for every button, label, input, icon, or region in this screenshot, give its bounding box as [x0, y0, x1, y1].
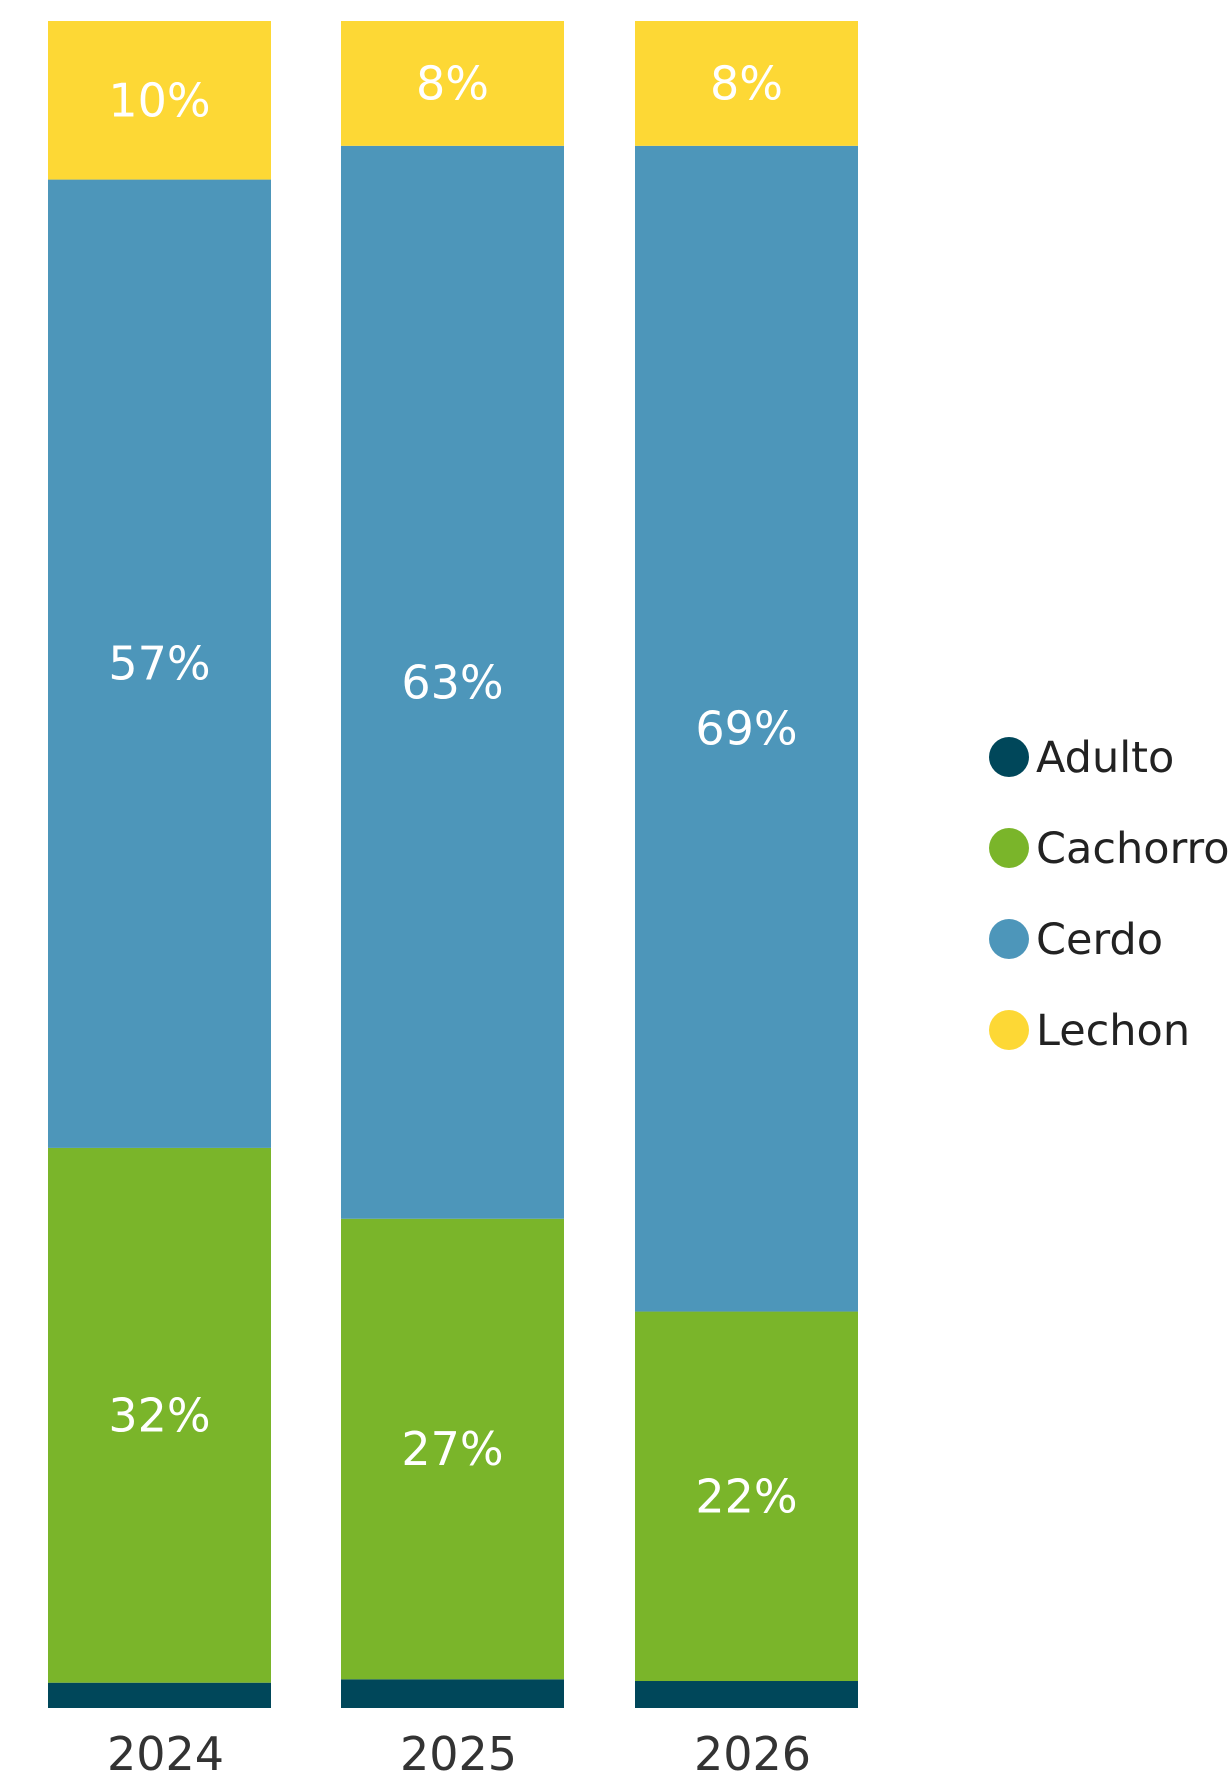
- bar-segment-adulto-2024: [48, 1682, 271, 1708]
- data-label-cerdo-2026: 69%: [695, 702, 797, 756]
- data-label-cachorro-2024: 32%: [108, 1388, 210, 1442]
- legend-marker-lechon: [989, 1010, 1029, 1050]
- legend-label-cachorro: Cachorro: [1036, 824, 1229, 874]
- bar-segment-cachorro-2025: [341, 1218, 564, 1680]
- bar-segment-lechon-2025: [341, 21, 564, 146]
- bar-segment-adulto-2025: [341, 1679, 564, 1708]
- data-label-lechon-2024: 10%: [108, 73, 210, 127]
- data-label-cerdo-2025: 63%: [401, 655, 503, 709]
- x-tick-label-2025: 2025: [400, 1727, 517, 1775]
- x-axis-ticks: 2024 2025 2026: [107, 1727, 811, 1775]
- bar-segment-cerdo-2025: [341, 145, 564, 1219]
- data-label-cachorro-2025: 27%: [401, 1422, 503, 1476]
- bars-group: 32% 57% 10% 27% 63% 8% 22% 69% 8%: [48, 21, 858, 1708]
- bar-segment-cerdo-2024: [48, 179, 271, 1148]
- legend-marker-cachorro: [989, 828, 1029, 868]
- data-label-cachorro-2026: 22%: [695, 1469, 797, 1523]
- legend: Adulto Cachorro Cerdo Lechon: [989, 733, 1229, 1056]
- legend-marker-adulto: [989, 737, 1029, 777]
- data-label-cerdo-2024: 57%: [108, 637, 210, 691]
- data-label-lechon-2025: 8%: [416, 56, 489, 110]
- bar-segment-cerdo-2026: [635, 145, 858, 1312]
- bar-segment-lechon-2026: [635, 21, 858, 146]
- legend-label-cerdo: Cerdo: [1036, 915, 1163, 965]
- bar-segment-cachorro-2024: [48, 1147, 271, 1683]
- bar-segment-lechon-2024: [48, 21, 271, 180]
- bar-segment-cachorro-2026: [635, 1311, 858, 1682]
- bar-segment-adulto-2026: [635, 1681, 858, 1708]
- x-tick-label-2024: 2024: [107, 1727, 224, 1775]
- legend-label-adulto: Adulto: [1036, 733, 1174, 783]
- data-label-lechon-2026: 8%: [710, 56, 783, 110]
- legend-marker-cerdo: [989, 919, 1029, 959]
- x-tick-label-2026: 2026: [694, 1727, 811, 1775]
- legend-label-lechon: Lechon: [1036, 1006, 1190, 1056]
